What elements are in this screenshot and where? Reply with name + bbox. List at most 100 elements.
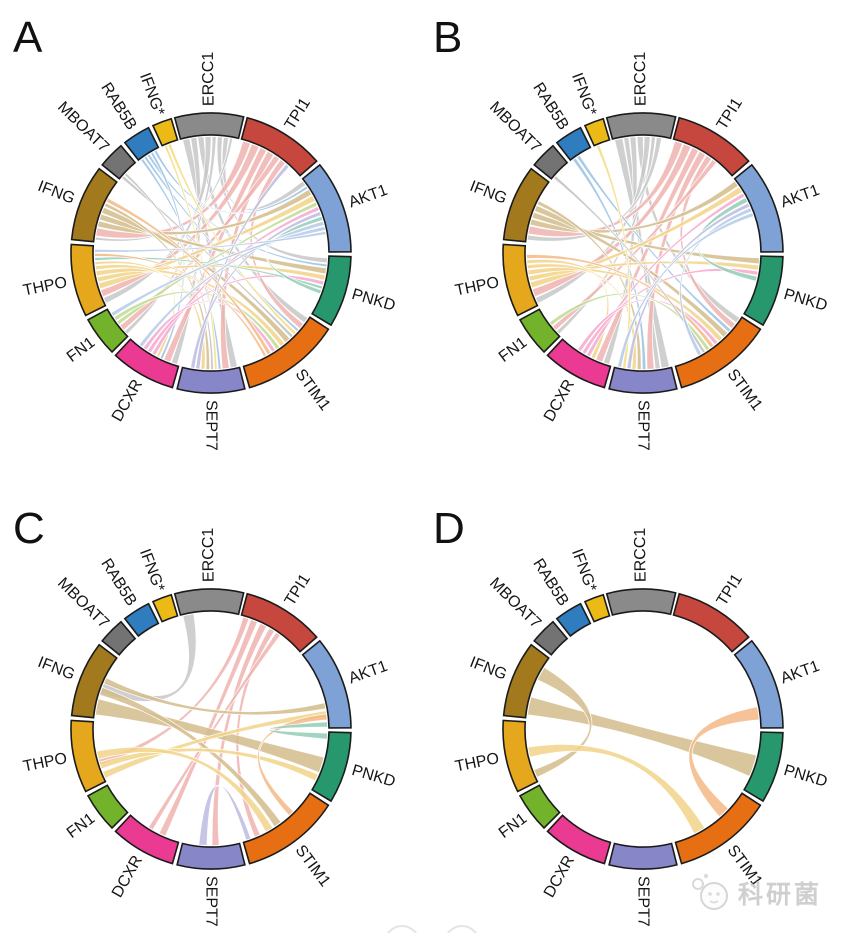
gene-label-AKT1: AKT1: [778, 182, 822, 212]
sector-IFNG*: [583, 593, 611, 623]
ribbon-IFNG*-STIM1: [167, 143, 297, 336]
sector-THPO: [502, 243, 539, 317]
ribbon-RAB5B-STIM1: [143, 155, 300, 333]
gene-label-STIM1: STIM1: [724, 366, 766, 414]
sector-DCXR: [114, 338, 180, 389]
ribbon-THPO-PNKD: [98, 747, 319, 782]
sector-PNKD: [743, 255, 784, 327]
sector-TPI1: [240, 592, 318, 653]
ribbon-IFNG-AKT1: [97, 188, 313, 236]
gene-label-RAB5B: RAB5B: [529, 80, 571, 133]
ribbon-MBOAT7-STIM1: [553, 175, 706, 354]
gene-label-MBOAT7: MBOAT7: [54, 575, 112, 632]
ribbon-STIM1-THPO: [94, 253, 268, 358]
ribbon-AKT1-DCXR: [138, 220, 325, 348]
ribbon-PNKD-AKT1: [696, 196, 758, 282]
sector-FN1: [518, 308, 561, 354]
sector-IFNG: [502, 643, 550, 719]
gene-label-IFNG: IFNG: [467, 178, 509, 208]
ribbon-THPO-STIM1: [527, 266, 724, 343]
gene-label-IFNG*: IFNG*: [568, 71, 599, 119]
gene-label-TPI1: TPI1: [282, 571, 314, 609]
gene-label-ERCC1: ERCC1: [200, 52, 218, 107]
gene-label-ERCC1: ERCC1: [632, 528, 650, 583]
chord-panel-d: D ERCC1 TPI1 AKT1 PNKD STIM1 SEPT7 DCXR FN1 THPO I…: [420, 467, 841, 933]
ribbon-IFNG-AKT1: [103, 677, 327, 716]
sector-RAB5B: [555, 126, 592, 162]
ribbon-ERCC1-PNKD: [216, 136, 328, 264]
ribbon-IFNG-STIM1: [533, 204, 729, 338]
ribbon-TPI1-SEPT7: [211, 622, 268, 846]
gene-label-TPI1: TPI1: [714, 571, 746, 609]
sector-ERCC1: [173, 112, 245, 140]
ribbon-DCXR-PNKD: [581, 268, 759, 355]
ribbon-STIM1-AKT1: [257, 713, 328, 817]
ribbon-IFNG-PNKD: [526, 696, 757, 777]
sector-DCXR: [546, 814, 612, 865]
ribbon-PNKD-AKT1: [265, 215, 324, 295]
gene-label-TPI1: TPI1: [282, 95, 314, 133]
ribbon-AKT1-STIM1: [679, 207, 753, 357]
gene-label-MBOAT7: MBOAT7: [54, 99, 112, 156]
sector-TPI1: [672, 116, 750, 177]
ribbon-TPI1-FN1: [119, 154, 281, 331]
gene-label-FN1: FN1: [64, 334, 98, 366]
sector-PNKD: [743, 731, 784, 803]
ribbon-THPO-SEPT7: [526, 263, 637, 370]
sector-IFNG: [70, 167, 118, 243]
gene-label-MBOAT7: MBOAT7: [486, 575, 544, 632]
ribbon-ERCC1-IFNG: [94, 137, 234, 242]
ribbon-ERCC1-IFNG: [526, 136, 663, 242]
ribbon-FN1-STIM1: [113, 290, 281, 350]
ribbon-TPI1-STIM1: [235, 627, 276, 838]
sector-STIM1: [242, 316, 330, 389]
gene-label-TPI1: TPI1: [714, 95, 746, 133]
gene-label-FN1: FN1: [496, 810, 530, 842]
sector-MBOAT7: [101, 620, 137, 656]
ribbon-STIM1-AKT1: [688, 706, 760, 818]
ribbon-IFNG-PNKD: [98, 213, 327, 275]
panel-label: C: [13, 504, 45, 553]
gene-label-SEPT7: SEPT7: [203, 400, 220, 451]
ribbon-THPO-AKT1: [97, 194, 316, 290]
chord-diagram-d: D ERCC1 TPI1 AKT1 PNKD STIM1 SEPT7 DCXR FN1 THPO I…: [433, 504, 829, 927]
sector-SEPT7: [608, 842, 678, 870]
gene-label-FN1: FN1: [496, 334, 530, 366]
sector-AKT1: [733, 163, 784, 253]
gene-label-PNKD: PNKD: [350, 286, 397, 315]
gene-label-DCXR: DCXR: [109, 377, 146, 425]
gene-label-THPO: THPO: [454, 274, 501, 300]
gene-label-DCXR: DCXR: [109, 853, 146, 901]
sector-THPO: [502, 719, 539, 793]
sector-AKT1: [301, 163, 352, 253]
sector-RAB5B: [123, 602, 160, 638]
sector-TPI1: [672, 592, 750, 653]
gene-label-DCXR: DCXR: [541, 377, 578, 425]
sector-AKT1: [301, 639, 352, 729]
ribbon-RAB5B-STIM1: [576, 154, 732, 333]
ribbon-TPI1-DCXR: [147, 631, 281, 831]
ribbon-TPI1-THPO: [100, 143, 260, 298]
gene-label-FN1: FN1: [64, 810, 98, 842]
gene-label-RAB5B: RAB5B: [529, 556, 571, 609]
sector-SEPT7: [608, 366, 678, 394]
sector-PNKD: [311, 731, 352, 803]
gene-label-THPO: THPO: [454, 750, 501, 776]
gene-label-STIM1: STIM1: [292, 842, 334, 890]
sector-PNKD: [311, 255, 352, 327]
sector-SEPT7: [176, 366, 246, 394]
ribbon-TPI1-STIM1: [679, 154, 737, 330]
sector-DCXR: [114, 814, 180, 865]
chord-diagram-c: C ERCC1 TPI1 AKT1 PNKD STIM1 SEPT7 DCXR FN1 THPO I…: [13, 504, 397, 927]
ribbon-DCXR-AKT1: [151, 206, 320, 356]
panel-label: B: [433, 13, 462, 62]
gene-label-PNKD: PNKD: [782, 762, 829, 791]
sector-IFNG*: [151, 593, 179, 623]
ribbon-IFNG-STIM1: [99, 686, 282, 828]
ribbon-IFNG-SEPT7: [536, 200, 642, 370]
sector-RAB5B: [555, 602, 592, 638]
gene-label-THPO: THPO: [22, 274, 69, 300]
gene-label-IFNG*: IFNG*: [568, 547, 599, 595]
gene-label-ERCC1: ERCC1: [200, 528, 218, 583]
